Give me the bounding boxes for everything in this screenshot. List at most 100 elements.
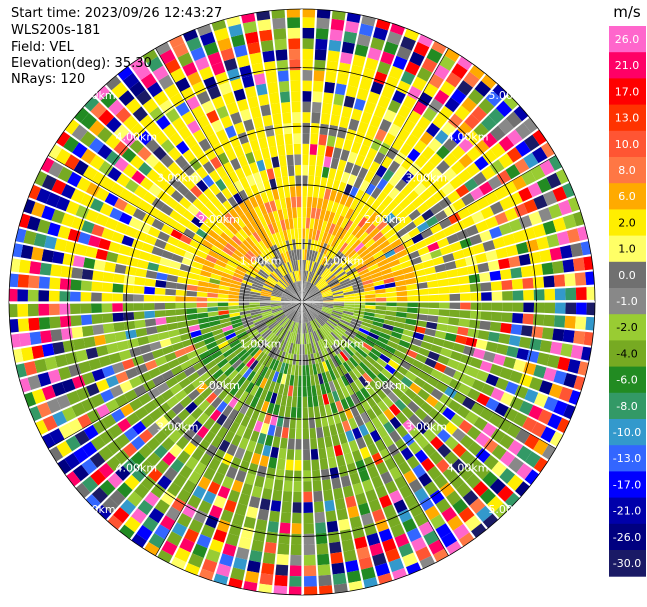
velocity-gate (519, 400, 534, 416)
velocity-gate (307, 260, 311, 271)
velocity-gate (328, 124, 338, 137)
velocity-gate (290, 80, 301, 92)
field-label: Field: VEL (11, 40, 74, 55)
velocity-gate (262, 180, 272, 192)
velocity-gate (309, 154, 317, 166)
velocity-gate (284, 470, 294, 482)
velocity-gate (278, 405, 286, 417)
colorbar-swatch (609, 445, 646, 472)
velocity-gate (196, 302, 208, 308)
velocity-gate (71, 267, 83, 279)
velocity-gate (282, 263, 289, 274)
velocity-gate (265, 318, 276, 325)
velocity-gate (317, 265, 325, 276)
velocity-gate (285, 331, 291, 342)
velocity-gate (133, 384, 147, 397)
velocity-gate (132, 208, 147, 221)
velocity-gate (260, 291, 272, 296)
velocity-gate (434, 210, 448, 222)
colorbar-tick-label: 10.0 (615, 138, 640, 151)
velocity-gate (436, 160, 450, 174)
velocity-gate (61, 406, 77, 422)
velocity-gate (391, 205, 404, 217)
velocity-gate (519, 373, 533, 388)
velocity-gate (499, 269, 512, 280)
velocity-gate (165, 288, 176, 296)
velocity-gate (281, 329, 288, 340)
velocity-gate (312, 303, 323, 307)
velocity-gate (164, 302, 176, 310)
velocity-gate (565, 302, 577, 315)
velocity-gate (240, 214, 250, 226)
velocity-gate (243, 581, 258, 592)
velocity-gate (233, 325, 245, 332)
velocity-gate (176, 315, 188, 322)
velocity-gate (167, 482, 182, 497)
velocity-gate (354, 201, 365, 214)
velocity-gate (178, 377, 192, 389)
velocity-gate (197, 24, 212, 37)
velocity-gate (540, 142, 555, 158)
velocity-gate (266, 467, 276, 480)
velocity-gate (203, 259, 215, 268)
velocity-gate (302, 175, 308, 187)
velocity-gate (338, 321, 349, 328)
velocity-gate (156, 115, 171, 130)
velocity-gate (279, 328, 287, 339)
velocity-gate (331, 434, 341, 447)
velocity-gate (192, 198, 205, 211)
velocity-gate (266, 168, 275, 180)
velocity-gate (298, 375, 302, 387)
velocity-gate (387, 359, 400, 370)
velocity-gate (253, 73, 266, 86)
velocity-gate (140, 73, 157, 89)
velocity-gate (508, 218, 523, 232)
velocity-gate (162, 183, 176, 196)
velocity-gate (382, 349, 394, 359)
velocity-gate (293, 143, 301, 155)
velocity-gate (276, 350, 284, 362)
velocity-gate (285, 308, 294, 316)
velocity-gate (483, 454, 499, 470)
velocity-gate (288, 285, 296, 294)
velocity-gate (255, 257, 265, 267)
velocity-gate (323, 270, 332, 280)
velocity-gate (109, 384, 124, 398)
velocity-gate (366, 532, 381, 546)
velocity-gate (238, 262, 249, 271)
velocity-gate (308, 271, 314, 283)
velocity-gate (282, 229, 289, 241)
velocity-gate (78, 360, 92, 374)
velocity-gate (167, 358, 180, 369)
velocity-gate (65, 435, 81, 452)
velocity-gate (277, 187, 285, 199)
velocity-gate (298, 302, 302, 312)
velocity-gate (381, 328, 393, 336)
velocity-gate (288, 218, 294, 230)
velocity-gate (415, 421, 429, 435)
velocity-gate (400, 334, 413, 343)
velocity-gate (283, 319, 291, 329)
velocity-gate (421, 57, 438, 73)
velocity-gate (315, 317, 324, 327)
velocity-gate (225, 242, 236, 253)
velocity-gate (435, 175, 449, 189)
velocity-gate (319, 283, 329, 291)
velocity-gate (410, 256, 423, 266)
velocity-gate (488, 331, 500, 343)
velocity-gate (199, 66, 214, 81)
range-ring-label: 2.00km (364, 213, 406, 226)
velocity-gate (321, 309, 332, 315)
velocity-gate (279, 91, 290, 103)
velocity-gate (358, 469, 370, 483)
velocity-gate (275, 220, 283, 232)
velocity-gate (279, 317, 288, 326)
velocity-gate (377, 372, 389, 384)
colorbar-tick-label: -10.0 (613, 426, 641, 439)
velocity-gate (227, 68, 241, 82)
velocity-gate (242, 21, 258, 34)
velocity-gate (362, 279, 374, 286)
velocity-gate (346, 570, 362, 583)
velocity-gate (59, 303, 71, 315)
velocity-gate (294, 293, 302, 302)
